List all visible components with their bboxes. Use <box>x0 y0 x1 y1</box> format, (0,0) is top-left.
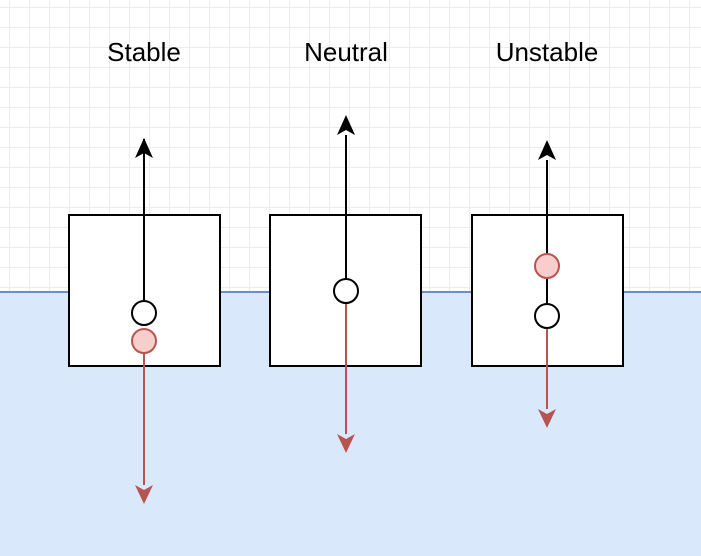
stable-buoyancy-arrowhead <box>135 138 153 158</box>
neutral-case <box>269 115 422 453</box>
unstable-center-of-gravity <box>534 253 560 279</box>
unstable-gravity-arrowhead <box>538 409 556 428</box>
stable-center-of-buoyancy <box>131 300 157 326</box>
stable-gravity-arrowhead <box>135 485 153 504</box>
stable-center-of-gravity <box>131 328 157 354</box>
unstable-buoyancy-arrowhead <box>538 140 556 160</box>
unstable-case <box>471 140 624 428</box>
neutral-center-of-buoyancy-and-gravity <box>333 278 359 304</box>
neutral-gravity-arrowhead <box>337 434 355 453</box>
neutral-label: Neutral <box>304 37 388 67</box>
unstable-label: Unstable <box>495 37 599 67</box>
stable-case <box>68 138 221 504</box>
unstable-center-of-buoyancy <box>534 303 560 329</box>
neutral-buoyancy-arrowhead <box>337 115 355 135</box>
stable-label: Stable <box>107 37 181 67</box>
